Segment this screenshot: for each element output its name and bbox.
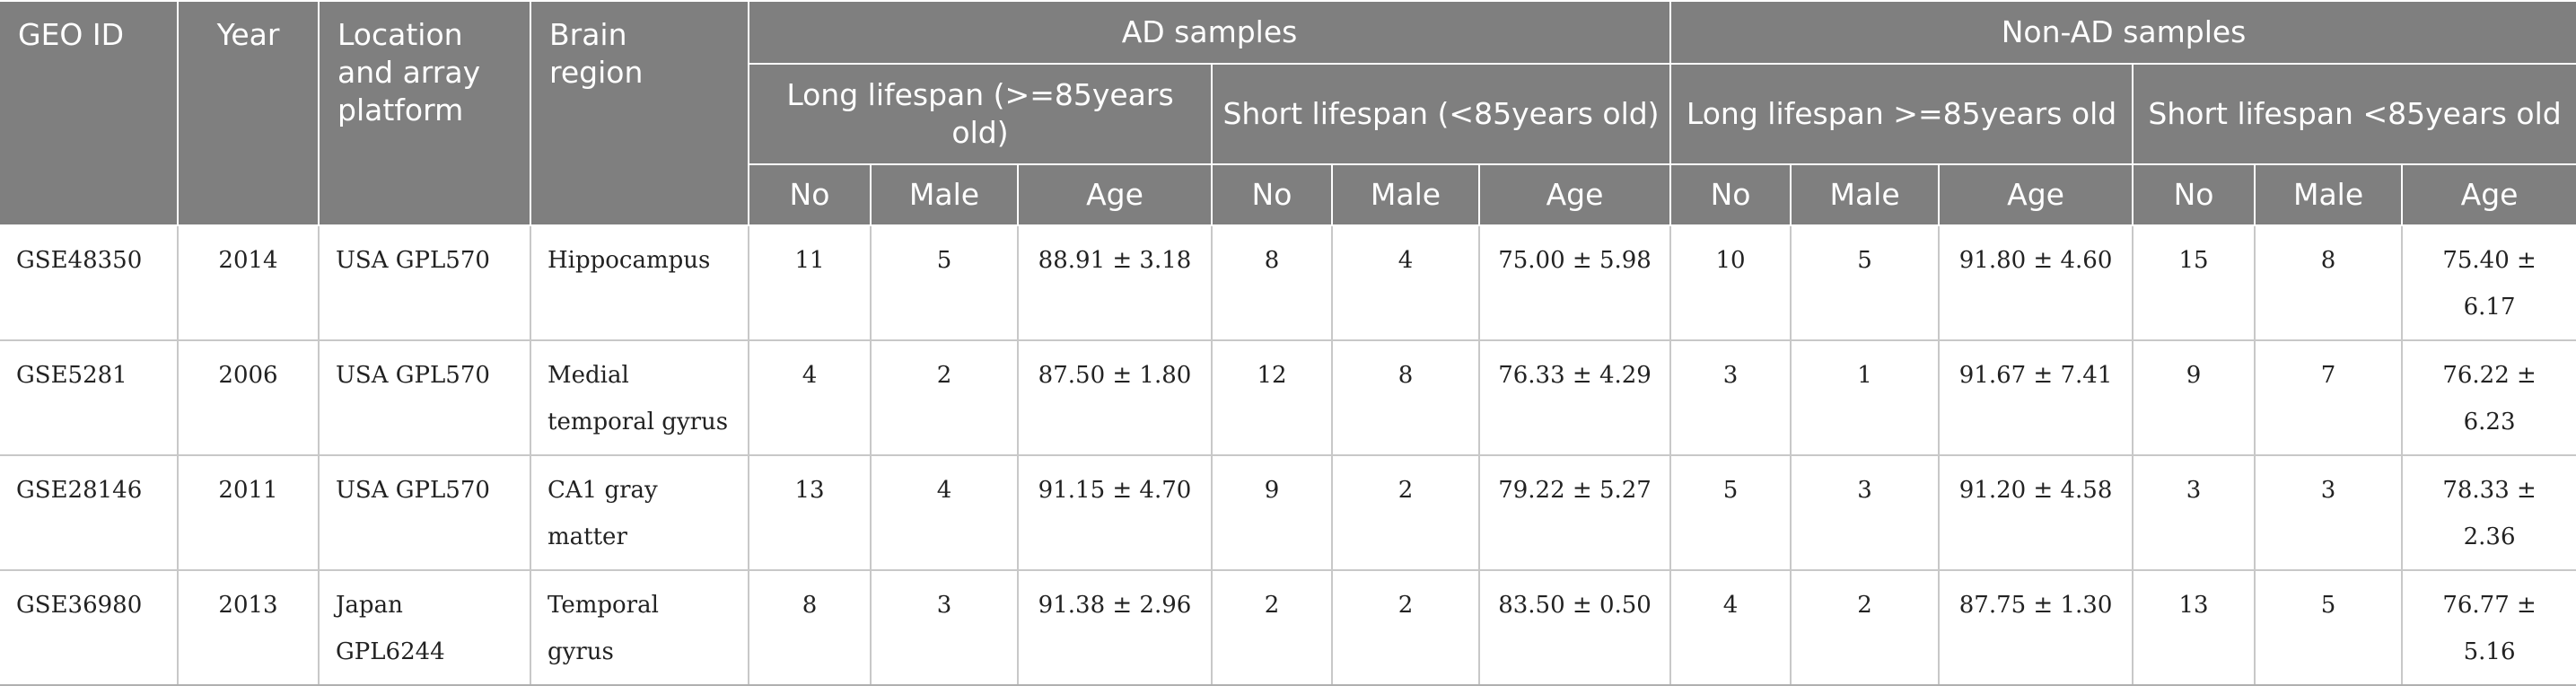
- cell-ad-short-age: 83.50 ± 0.50: [1477, 569, 1672, 686]
- cell-nonad-short-age: 76.77 ± 5.16: [2401, 569, 2576, 686]
- subheader-no: No: [1211, 163, 1333, 226]
- cell-brain-region: Temporal gyrus: [530, 569, 749, 686]
- cell-ad-long-no: 13: [748, 454, 872, 571]
- subheader-male: Male: [2254, 163, 2404, 226]
- header-location: Location and array platform: [318, 0, 531, 226]
- cell-nonad-short-male: 5: [2254, 569, 2404, 686]
- header-geo-id: GEO ID: [0, 0, 179, 226]
- table-row: GSE48350 2014 USA GPL570 Hippocampus 11 …: [0, 224, 2576, 341]
- cell-nonad-short-no: 3: [2132, 454, 2256, 571]
- cell-nonad-long-age: 91.20 ± 4.58: [1938, 454, 2134, 571]
- cell-nonad-short-no: 13: [2132, 569, 2256, 686]
- subheader-age: Age: [1938, 163, 2134, 226]
- cell-nonad-short-no: 9: [2132, 339, 2256, 456]
- cell-brain-region: Medial temporal gyrus: [530, 339, 749, 456]
- cell-nonad-short-age: 76.22 ± 6.23: [2401, 339, 2576, 456]
- cell-nonad-short-age: 78.33 ± 2.36: [2401, 454, 2576, 571]
- header-year: Year: [177, 0, 320, 226]
- cell-nonad-long-age: 91.67 ± 7.41: [1938, 339, 2134, 456]
- cell-ad-long-male: 5: [870, 224, 1019, 341]
- table-row: GSE28146 2011 USA GPL570 CA1 gray matter…: [0, 454, 2576, 571]
- header-brain-region: Brain region: [530, 0, 749, 226]
- cell-nonad-long-male: 2: [1790, 569, 1941, 686]
- cell-nonad-short-male: 8: [2254, 224, 2404, 341]
- subheader-male: Male: [1331, 163, 1480, 226]
- header-nonad-long-lifespan: Long lifespan >=85years old: [1669, 63, 2134, 165]
- cell-nonad-short-age: 75.40 ± 6.17: [2401, 224, 2576, 341]
- cell-nonad-long-no: 3: [1669, 339, 1792, 456]
- cell-nonad-short-male: 7: [2254, 339, 2404, 456]
- subheader-no: No: [2132, 163, 2256, 226]
- cell-ad-long-male: 2: [870, 339, 1019, 456]
- subheader-male: Male: [870, 163, 1019, 226]
- cell-ad-long-no: 4: [748, 339, 872, 456]
- cell-geo-id: GSE36980: [0, 569, 179, 686]
- cell-year: 2011: [177, 454, 320, 571]
- cell-ad-short-no: 12: [1211, 339, 1333, 456]
- cell-nonad-long-male: 3: [1790, 454, 1941, 571]
- cell-brain-region: CA1 gray matter: [530, 454, 749, 571]
- header-nonad-short-lifespan: Short lifespan <85years old: [2132, 63, 2576, 165]
- cell-ad-short-male: 2: [1331, 454, 1480, 571]
- cell-geo-id: GSE48350: [0, 224, 179, 341]
- cell-ad-short-no: 2: [1211, 569, 1333, 686]
- cell-nonad-short-no: 15: [2132, 224, 2256, 341]
- cell-ad-short-age: 75.00 ± 5.98: [1477, 224, 1672, 341]
- table-row: GSE5281 2006 USA GPL570 Medial temporal …: [0, 339, 2576, 456]
- cell-nonad-long-male: 5: [1790, 224, 1941, 341]
- cell-geo-id: GSE28146: [0, 454, 179, 571]
- header-ad-long-lifespan: Long lifespan (>=85years old): [749, 63, 1213, 165]
- cell-ad-long-male: 4: [870, 454, 1019, 571]
- cell-ad-long-no: 11: [748, 224, 872, 341]
- table-row: GSE36980 2013 Japan GPL6244 Temporal gyr…: [0, 569, 2576, 686]
- subheader-male: Male: [1790, 163, 1941, 226]
- cell-location: USA GPL570: [318, 454, 531, 571]
- cell-ad-short-male: 4: [1331, 224, 1480, 341]
- cell-location: USA GPL570: [318, 224, 531, 341]
- cell-brain-region: Hippocampus: [530, 224, 749, 341]
- cell-ad-long-age: 88.91 ± 3.18: [1017, 224, 1213, 341]
- subheader-age: Age: [2401, 163, 2576, 226]
- subheader-no: No: [1669, 163, 1792, 226]
- cell-nonad-long-male: 1: [1790, 339, 1941, 456]
- cell-year: 2014: [177, 224, 320, 341]
- cell-nonad-long-age: 87.75 ± 1.30: [1938, 569, 2134, 686]
- subheader-age: Age: [1017, 163, 1213, 226]
- cell-location: Japan GPL6244: [318, 569, 531, 686]
- cell-ad-short-no: 8: [1211, 224, 1333, 341]
- header-ad-short-lifespan: Short lifespan (<85years old): [1210, 63, 1672, 165]
- cell-ad-long-male: 3: [870, 569, 1019, 686]
- cell-ad-short-age: 79.22 ± 5.27: [1477, 454, 1672, 571]
- cell-ad-long-age: 91.38 ± 2.96: [1017, 569, 1213, 686]
- cell-ad-long-age: 87.50 ± 1.80: [1017, 339, 1213, 456]
- cell-nonad-short-male: 3: [2254, 454, 2404, 571]
- subheader-no: No: [749, 163, 872, 226]
- cell-ad-short-no: 9: [1211, 454, 1333, 571]
- cell-geo-id: GSE5281: [0, 339, 179, 456]
- header-ad-samples: AD samples: [747, 0, 1672, 65]
- cell-year: 2013: [177, 569, 320, 686]
- cell-nonad-long-no: 10: [1669, 224, 1792, 341]
- cell-location: USA GPL570: [318, 339, 531, 456]
- cell-year: 2006: [177, 339, 320, 456]
- cell-ad-short-male: 8: [1331, 339, 1480, 456]
- cell-nonad-long-no: 5: [1669, 454, 1792, 571]
- cell-nonad-long-age: 91.80 ± 4.60: [1938, 224, 2134, 341]
- header-non-ad-samples: Non-AD samples: [1669, 0, 2576, 65]
- cell-ad-long-no: 8: [748, 569, 872, 686]
- cell-ad-long-age: 91.15 ± 4.70: [1017, 454, 1213, 571]
- cell-ad-short-age: 76.33 ± 4.29: [1477, 339, 1672, 456]
- cell-ad-short-male: 2: [1331, 569, 1480, 686]
- cell-nonad-long-no: 4: [1669, 569, 1792, 686]
- subheader-age: Age: [1477, 163, 1672, 226]
